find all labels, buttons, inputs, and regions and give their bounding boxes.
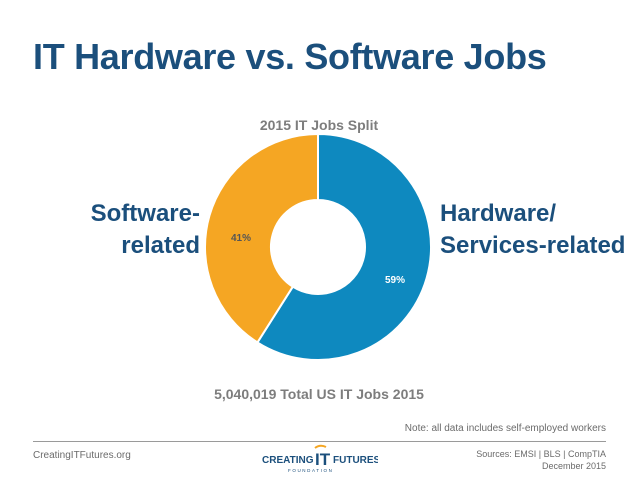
footer-website: CreatingITFutures.org — [33, 450, 131, 461]
slide-title: IT Hardware vs. Software Jobs — [33, 36, 547, 77]
software-label-line2: related — [121, 232, 200, 259]
logo-word-it: IT — [315, 450, 331, 469]
donut-slice-software — [204, 132, 319, 344]
logo-word-futures: FUTURES — [333, 455, 378, 466]
sources-text: Sources: EMSI | BLS | CompTIA — [476, 449, 606, 459]
hardware-label: Hardware/ Services-related — [440, 198, 625, 262]
hardware-label-line1: Hardware/ — [440, 200, 557, 227]
donut-slice-hardware — [256, 132, 432, 361]
total-jobs-caption: 5,040,019 Total US IT Jobs 2015 — [214, 386, 424, 402]
note-text: Note: all data includes self-employed wo… — [404, 423, 606, 434]
slice-label-hardware: 59% — [385, 275, 405, 286]
footer-sources-block: Sources: EMSI | BLS | CompTIA December 2… — [476, 448, 606, 472]
slice-label-software: 41% — [231, 233, 251, 244]
creating-it-futures-logo: CREATING IT FUTURES FOUNDATION — [262, 444, 378, 473]
logo-swoosh-icon — [314, 444, 327, 449]
logo-word-creating: CREATING — [262, 455, 314, 466]
software-label: Software- related — [91, 198, 200, 262]
hardware-label-line2: Services-related — [440, 232, 626, 259]
software-label-line1: Software- — [90, 200, 200, 227]
footer-divider — [33, 441, 606, 442]
logo-word-foundation: FOUNDATION — [288, 468, 333, 473]
chart-title: 2015 IT Jobs Split — [259, 117, 379, 133]
date-text: December 2015 — [541, 461, 606, 471]
